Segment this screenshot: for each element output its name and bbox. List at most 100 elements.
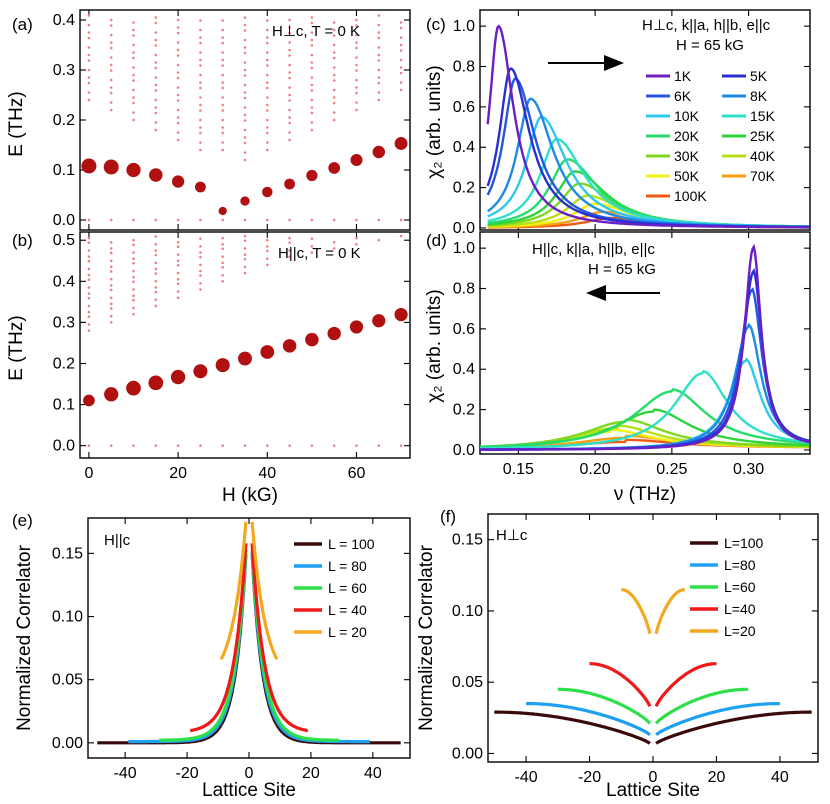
panel-a-continuum-point [355, 69, 358, 72]
panel-c-legend-label: 8K [750, 88, 768, 104]
panel-e-xlabel: Lattice Site [202, 780, 296, 801]
panel-a-continuum-point [109, 24, 113, 27]
panel-a-zero-point [154, 218, 158, 222]
panel-d-series-group [480, 243, 810, 451]
panel-a-continuum-point [199, 126, 202, 129]
panel-e-ticks: 0.00 0.05 0.10 0.15 -40 -20 0 20 40 [52, 518, 410, 782]
panel-f-legend-label: L=60 [724, 579, 756, 595]
panel-a-continuum-point [310, 106, 314, 109]
panel-b-continuum-point [243, 271, 247, 275]
panel-b-continuum-point [87, 236, 91, 240]
panel-b-continuum-point [199, 288, 202, 291]
panel-a-continuum-point [265, 28, 269, 32]
panel-a-continuum-point [199, 131, 202, 135]
panel-a-continuum-point [332, 96, 336, 99]
panel-a-continuum-point [310, 121, 314, 124]
panel-e-series-20-right [250, 521, 279, 661]
panel-c-ytick-label: 0.8 [453, 59, 475, 76]
panel-a-continuum-point [355, 24, 358, 27]
panel-a-continuum-point [377, 14, 381, 17]
panel-b-continuum-point [176, 240, 180, 244]
panel-b-continuum-point [87, 296, 91, 300]
panel-e-ytick-label: 0.05 [52, 672, 83, 689]
panel-b-continuum-point [109, 251, 113, 255]
panel-d-xtick-label: 0.20 [580, 461, 611, 478]
panel-b-continuum-point [87, 259, 91, 263]
panel-a-continuum-point [332, 28, 336, 32]
panel-f-xtick-label: -20 [578, 769, 601, 786]
panel-a-continuum-point [377, 53, 381, 57]
panel-e-ylabel: Normalized Correlator [14, 544, 35, 731]
panel-a-continuum-point [221, 86, 225, 90]
panel-b-continuum-point [243, 257, 247, 261]
panel-b-continuum-point [265, 263, 269, 267]
panel-f-legend: L=100 L=80 L=60 L=40 L=20 [690, 535, 764, 639]
panel-b-continuum-point [87, 310, 91, 314]
panel-b-continuum-point [132, 306, 135, 310]
panel-c-label: (c) [426, 15, 446, 34]
panel-b-zero-point [377, 444, 381, 447]
panel-b-branch-point [148, 375, 164, 391]
panel-d-series-1K [480, 243, 810, 451]
panel-a-continuum-point [377, 81, 381, 85]
panel-a-ylabel: E (THz) [6, 91, 27, 156]
panel-a-continuum-point [310, 128, 314, 132]
panel-d-xlabel: ν (THz) [614, 484, 676, 505]
panel-a-continuum-point [109, 78, 113, 82]
panel-a-continuum-point [176, 63, 180, 67]
panel-a-continuum-point [132, 111, 135, 114]
panel-a-branch-point [195, 181, 206, 193]
panel-b-continuum-point [109, 314, 113, 318]
panel-a-continuum-point [109, 63, 113, 67]
panel-a-continuum-point [243, 83, 247, 87]
panel-a-zero-point [176, 218, 180, 222]
panel-a-continuum-point [243, 61, 247, 64]
panel-a-continuum-point [332, 51, 336, 54]
panel-a-branch-point [394, 137, 408, 150]
panel-b-continuum-point [355, 236, 358, 240]
panel-a-continuum-point [243, 151, 247, 154]
panel-b-continuum-point [243, 239, 247, 242]
panel-a-continuum-point [221, 131, 225, 135]
panel-a-continuum-point [176, 18, 180, 22]
panel-a-continuum-point [221, 73, 225, 77]
panel-d-annotation-2: H = 65 kG [588, 261, 656, 278]
panel-a-continuum-point [265, 118, 269, 122]
panel-a-continuum-point [399, 43, 403, 47]
panel-b-continuum-point [199, 263, 202, 267]
panel-c-series-group [486, 24, 810, 229]
panel-a-zero-point [109, 218, 113, 222]
panel-a-continuum-point [310, 83, 314, 87]
panel-a-continuum-point [265, 81, 269, 84]
panel-a-continuum-point [176, 121, 180, 125]
panel-a-continuum-point [310, 53, 314, 57]
panel-a-continuum-point [310, 66, 314, 70]
panel-a-continuum-point [332, 118, 336, 122]
panel-a-continuum-point [221, 141, 225, 144]
panel-e-series-60-right [250, 550, 339, 742]
panel-a-continuum-point [176, 93, 180, 97]
panel-b-zero-point [154, 444, 158, 447]
panel-a-continuum-point [176, 31, 180, 35]
panel-a-continuum-point [310, 76, 314, 79]
panel-a-continuum-point [265, 141, 269, 144]
panel-a-continuum-point [243, 51, 247, 55]
panel-a-continuum-point [176, 26, 180, 29]
panel-a-continuum-point [176, 41, 180, 44]
panel-a-continuum-point [288, 48, 291, 52]
panel-a-continuum-point [132, 51, 135, 54]
panel-a-continuum-point [154, 111, 158, 115]
panel-a-zero-point [332, 218, 336, 222]
panel-b-continuum-point [154, 290, 158, 294]
panel-a-continuum-point [199, 64, 202, 67]
panel-a-branch-point [81, 158, 97, 174]
panel-d-ticks: 0.0 0.2 0.4 0.6 0.8 1.0 0.15 0.20 0.25 0.30 [453, 232, 810, 478]
panel-a-branch-point [126, 162, 141, 178]
panel-a-continuum-point [355, 86, 358, 89]
panel-b-ticks: 0.0 0.1 0.2 0.3 0.4 0.5 0 20 40 60 [53, 232, 410, 482]
panel-a-continuum-point [243, 158, 247, 162]
panel-e-marks [97, 521, 401, 745]
panel-a-continuum-point [310, 31, 314, 34]
panel-a-continuum-point [265, 41, 269, 45]
panel-b-continuum-point [154, 286, 158, 289]
